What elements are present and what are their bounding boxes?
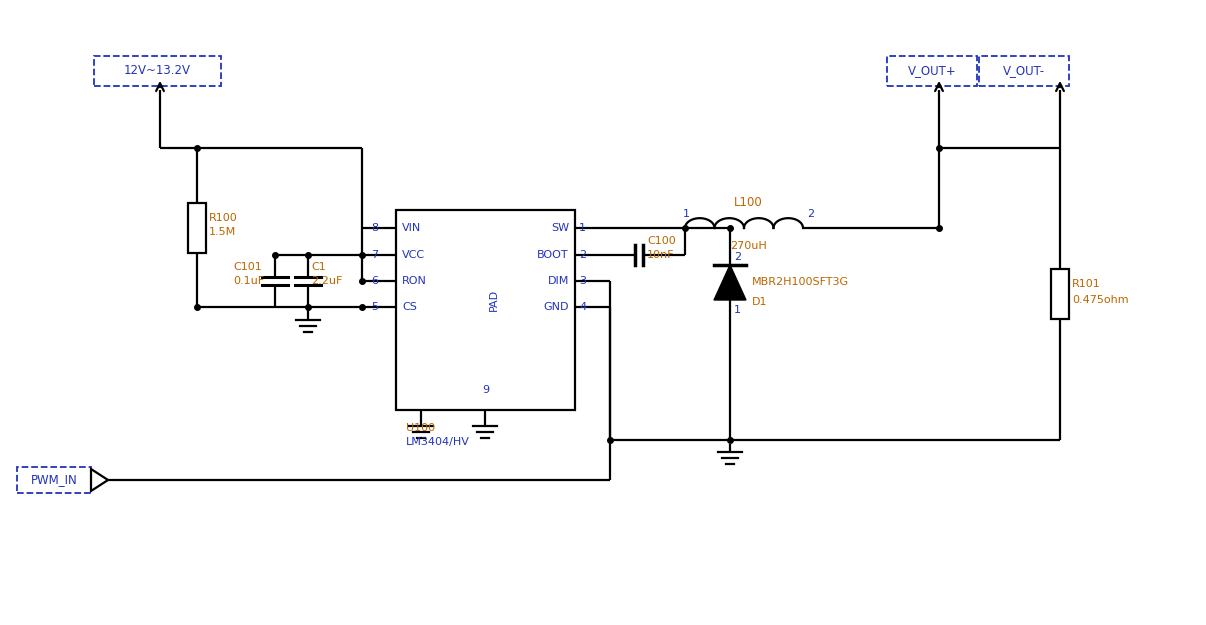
Text: RON: RON (402, 276, 427, 286)
Text: GND: GND (544, 302, 569, 312)
Text: 9: 9 (482, 385, 490, 395)
Text: VIN: VIN (402, 223, 421, 233)
Text: 0.1uF: 0.1uF (233, 276, 264, 286)
Text: 12V~13.2V: 12V~13.2V (124, 64, 191, 78)
Text: V_OUT+: V_OUT+ (908, 64, 956, 78)
Text: 6: 6 (371, 276, 377, 286)
Text: 1: 1 (683, 209, 690, 219)
Text: 10nF: 10nF (646, 250, 674, 260)
Text: 7: 7 (371, 250, 377, 260)
Text: CS: CS (402, 302, 417, 312)
Polygon shape (714, 265, 747, 300)
Polygon shape (90, 469, 109, 491)
Text: DIM: DIM (548, 276, 569, 286)
Text: 2: 2 (734, 252, 742, 262)
Text: V_OUT-: V_OUT- (1003, 64, 1046, 78)
Text: 1: 1 (734, 305, 740, 315)
Text: PAD: PAD (488, 289, 498, 311)
Bar (188, 202, 206, 252)
Text: 1: 1 (579, 223, 586, 233)
Text: 8: 8 (371, 223, 377, 233)
Text: 2.2uF: 2.2uF (311, 276, 343, 286)
Text: C100: C100 (646, 236, 675, 246)
Text: SW: SW (551, 223, 569, 233)
Text: R100: R100 (209, 213, 238, 223)
Text: U100: U100 (406, 423, 435, 433)
Text: PWM_IN: PWM_IN (30, 474, 77, 486)
Text: D1: D1 (753, 297, 767, 307)
Text: 3: 3 (579, 276, 586, 286)
Text: 1.5M: 1.5M (209, 227, 236, 237)
Bar (396, 210, 575, 410)
Text: L100: L100 (734, 196, 762, 209)
Text: R101: R101 (1072, 279, 1101, 289)
Text: MBR2H100SFT3G: MBR2H100SFT3G (753, 277, 849, 287)
Bar (1050, 269, 1069, 319)
Text: 2: 2 (807, 209, 814, 219)
Text: LM3404/HV: LM3404/HV (406, 437, 470, 447)
Text: VCC: VCC (402, 250, 426, 260)
Text: 0.475ohm: 0.475ohm (1072, 295, 1129, 305)
Text: 2: 2 (579, 250, 586, 260)
Text: 5: 5 (371, 302, 377, 312)
Text: C101: C101 (233, 262, 262, 272)
Text: 4: 4 (579, 302, 586, 312)
Text: 270uH: 270uH (730, 241, 767, 251)
Text: BOOT: BOOT (538, 250, 569, 260)
Text: C1: C1 (311, 262, 326, 272)
